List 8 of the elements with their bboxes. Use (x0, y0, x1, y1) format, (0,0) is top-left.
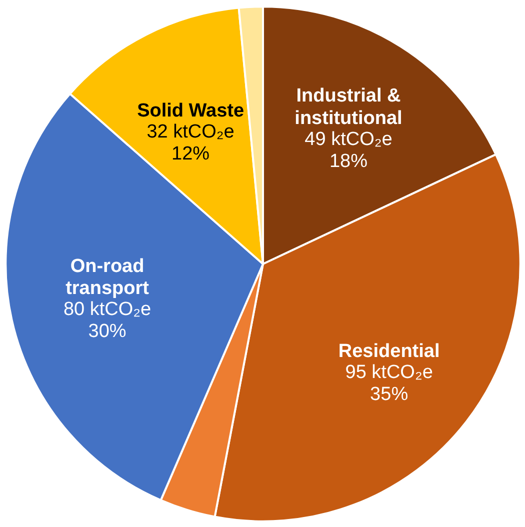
slice-label: Solid Waste (137, 100, 244, 122)
data-label: 32 ktCO₂e 12% (146, 121, 234, 164)
data-label: 49 ktCO₂e 18% (304, 128, 392, 172)
slice-label: Industrial & institutional (294, 86, 402, 129)
slice-label: On-road transport (66, 256, 150, 299)
data-label: 95 ktCO₂e 35% (345, 362, 433, 406)
data-label: 80 ktCO₂e 30% (63, 298, 152, 342)
slice-label: Residential (338, 341, 440, 362)
